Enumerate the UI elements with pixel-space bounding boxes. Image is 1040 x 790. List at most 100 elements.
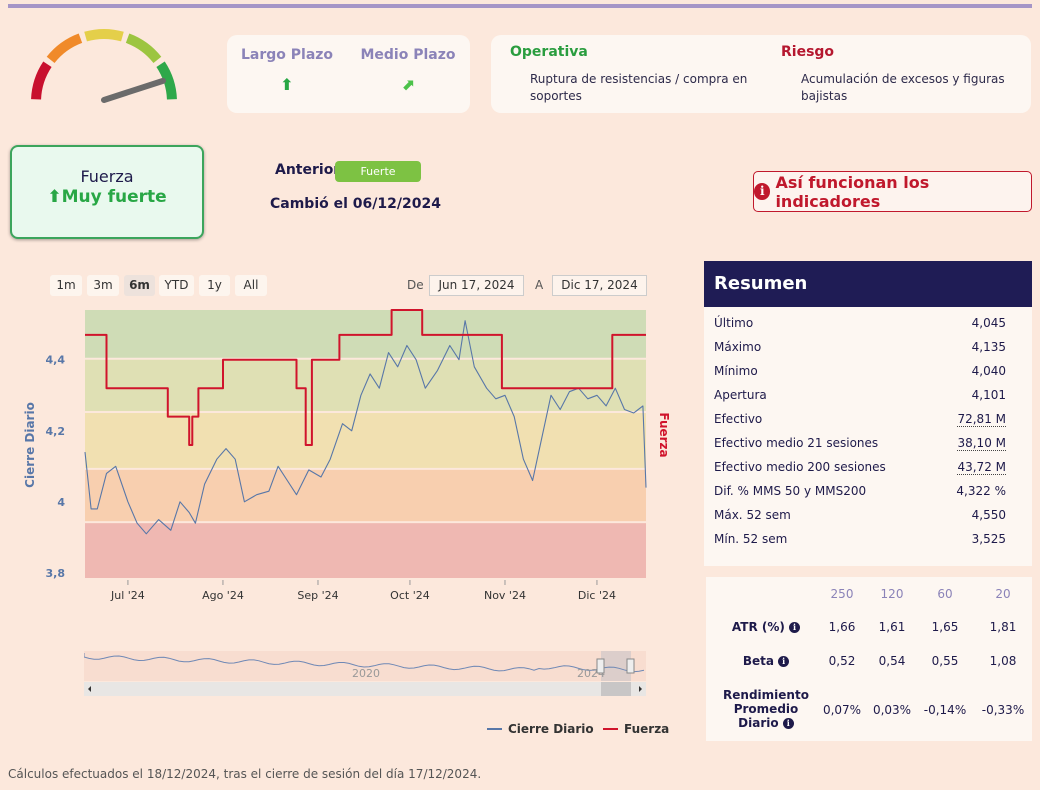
price-chart[interactable]: 4,4 4,2 4 3,8 Jul '24 Ago '24 Sep '24 Oct '24 No… (20, 300, 680, 610)
rend-label: Rendimiento Promedio Diario i (722, 688, 810, 730)
operativa-text: Ruptura de resistencias / compra en sopo… (530, 72, 748, 103)
beta-value: 1,08 (989, 654, 1017, 668)
resumen-row: Efectivo medio 200 sesiones 43,72 M (704, 455, 1032, 479)
operativa-title: Operativa (510, 44, 588, 60)
x-tick-label: Nov '24 (484, 589, 526, 602)
strength-zone (85, 469, 646, 522)
resumen-key: Máx. 52 sem (714, 508, 791, 522)
legend-swatch-fuerza (603, 728, 618, 730)
indicators-info-label: Así funcionan los indicadores (775, 172, 930, 211)
stats-header: 120 (880, 587, 904, 601)
chart-navigator[interactable]: 2020 2024 (84, 651, 646, 697)
resumen-row: Último 4,045 (704, 311, 1032, 335)
scroll-right-icon[interactable] (639, 686, 642, 692)
rend-value: 0,07% (822, 703, 862, 717)
fuerza-value-text: Muy fuerte (61, 187, 167, 207)
series-fuerza-line (85, 309, 646, 446)
resumen-value[interactable]: 43,72 M (957, 460, 1006, 475)
beta-value: 0,55 (931, 654, 959, 668)
resumen-value: 4,322 % (956, 484, 1006, 498)
date-from-label: De (407, 278, 424, 292)
fuerza-value: ⬆Muy fuerte (12, 187, 202, 207)
resumen-key: Mínimo (714, 364, 758, 378)
stats-table: 250 120 60 20 ATR (%) i 1,66 1,61 1,65 1… (706, 577, 1032, 741)
date-from-input[interactable]: Jun 17, 2024 (429, 275, 524, 296)
atr-label: ATR (%) i (716, 620, 816, 634)
operativa-riesgo-card: Operativa Ruptura de resistencias / comp… (491, 35, 1031, 113)
info-icon[interactable]: i (778, 656, 790, 667)
atr-label-text: ATR (%) (731, 620, 785, 634)
resumen-value: 4,045 (971, 316, 1006, 330)
x-tick-label: Ago '24 (202, 589, 244, 602)
range-button-1m[interactable]: 1m (50, 275, 82, 296)
strength-zone (85, 310, 646, 358)
x-tick-label: Jul '24 (110, 589, 145, 602)
riesgo-title: Riesgo (781, 44, 835, 60)
rend-label-text: Rendimiento Promedio Diario (723, 688, 809, 730)
anterior-label: Anterior (275, 162, 341, 178)
navigator-selection[interactable] (601, 651, 631, 681)
rend-value: -0,14% (923, 703, 967, 717)
mid-term: Medio Plazo ⬈ (348, 47, 468, 94)
fuerza-card: Fuerza ⬆Muy fuerte (10, 145, 204, 239)
y-tick-label: 4 (57, 496, 65, 509)
arrow-up-right-icon: ⬈ (401, 75, 415, 94)
resumen-key: Apertura (714, 388, 767, 402)
fuerza-title: Fuerza (80, 167, 134, 186)
fuerza-gauge (31, 29, 177, 103)
navigator-handle-right[interactable] (626, 658, 635, 674)
info-icon[interactable]: i (782, 718, 794, 729)
resumen-row: Efectivo 72,81 M (704, 407, 1032, 431)
y2-axis-label: Fuerza (657, 412, 671, 457)
legend-cierre[interactable]: Cierre Diario (487, 722, 594, 736)
anterior-badge: Fuerte (335, 161, 421, 182)
range-button-3m[interactable]: 3m (87, 275, 119, 296)
gauge-segment (31, 61, 52, 100)
resumen-key: Máximo (714, 340, 762, 354)
date-to-input[interactable]: Dic 17, 2024 (552, 275, 647, 296)
cambio-date: Cambió el 06/12/2024 (270, 196, 441, 212)
long-term-label: Largo Plazo (240, 47, 334, 63)
arrow-up-icon: ⬆ (280, 75, 294, 94)
resumen-value: 4,550 (971, 508, 1006, 522)
resumen-key: Último (714, 316, 754, 330)
date-to-label: A (535, 278, 544, 292)
resumen-value[interactable]: 72,81 M (957, 412, 1006, 427)
mid-term-label: Medio Plazo (360, 47, 456, 63)
indicators-info-button[interactable]: i Así funcionan los indicadores (753, 171, 1032, 212)
gauge-segment (84, 29, 124, 42)
range-button-ytd[interactable]: YTD (159, 275, 194, 296)
info-icon[interactable]: i (789, 622, 801, 633)
navigator-scrollbar-thumb[interactable] (601, 682, 631, 696)
resumen-key: Efectivo medio 21 sesiones (714, 436, 879, 450)
navigator-plot (84, 651, 646, 681)
resumen-row: Mín. 52 sem 3,525 (704, 527, 1032, 551)
navigator-handle-left[interactable] (596, 658, 605, 674)
stats-header: 60 (937, 587, 953, 601)
scroll-left-icon[interactable] (88, 686, 91, 692)
navigator-scrollbar-track[interactable] (84, 682, 646, 696)
legend-label-fuerza: Fuerza (624, 722, 670, 736)
resumen-key: Efectivo (714, 412, 763, 426)
resumen-key: Mín. 52 sem (714, 532, 788, 546)
resumen-row: Máx. 52 sem 4,550 (704, 503, 1032, 527)
legend-label-cierre: Cierre Diario (508, 722, 594, 736)
range-button-6m[interactable]: 6m (124, 275, 155, 296)
gauge-segment (125, 33, 162, 64)
legend-swatch-cierre (487, 728, 502, 730)
beta-value: 0,52 (828, 654, 856, 668)
gauge-needle (101, 77, 166, 103)
range-button-1y[interactable]: 1y (199, 275, 230, 296)
info-icon: i (754, 183, 771, 200)
strength-zone (85, 413, 646, 468)
range-button-all[interactable]: All (235, 275, 267, 296)
rend-value: -0,33% (981, 703, 1025, 717)
resumen-row: Mínimo 4,040 (704, 359, 1032, 383)
resumen-row: Efectivo medio 21 sesiones 38,10 M (704, 431, 1032, 455)
atr-value: 1,81 (989, 620, 1017, 634)
resumen-value[interactable]: 38,10 M (957, 436, 1006, 451)
series-cierre-line (84, 320, 647, 535)
legend-fuerza[interactable]: Fuerza (603, 722, 669, 736)
x-tick-label: Dic '24 (578, 589, 616, 602)
resumen-row: Apertura 4,101 (704, 383, 1032, 407)
